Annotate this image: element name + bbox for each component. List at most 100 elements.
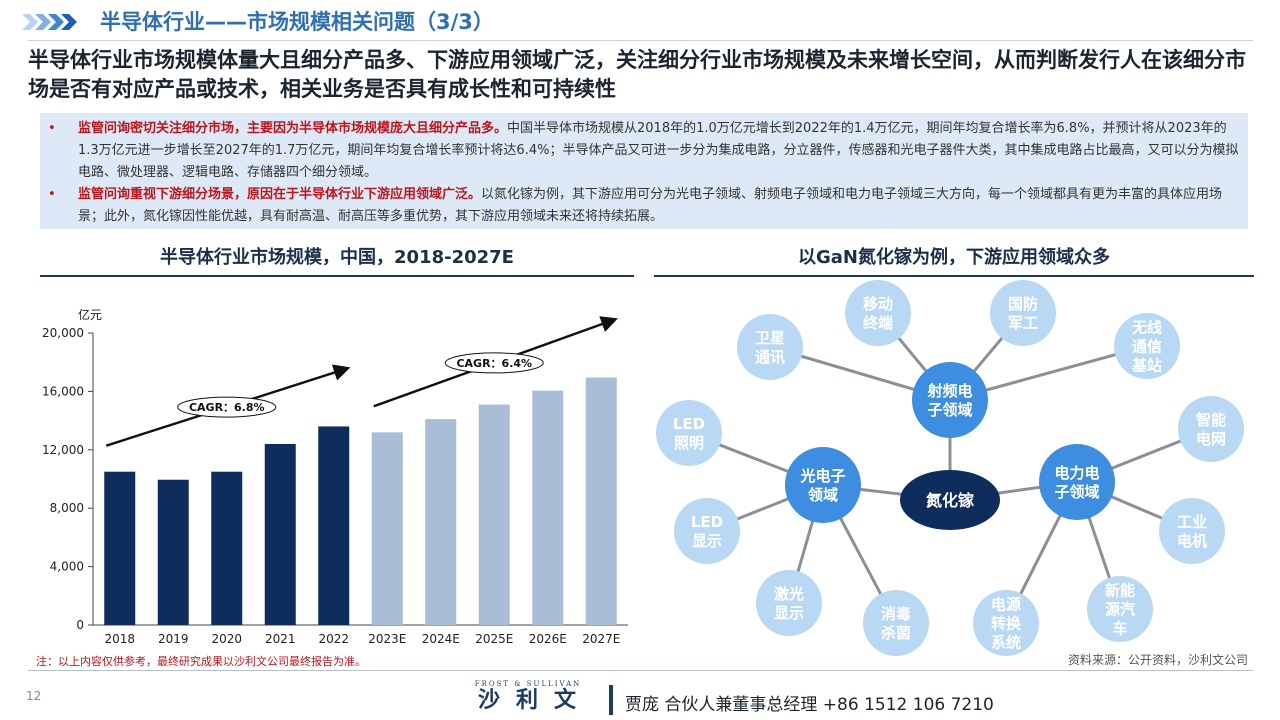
market-size-bar-chart: 亿元 0 4,000 8,000 12,000 16,000 20,000 2018 2019… xyxy=(42,307,628,646)
logo-english-text: FROST & SULLIVAN xyxy=(474,680,582,688)
application-leaf-label: 移动 xyxy=(863,295,893,313)
bar-2018 xyxy=(104,471,136,625)
bullet-marker: • xyxy=(48,121,56,136)
x-tick-label: 2020 xyxy=(211,632,242,646)
application-leaf-node xyxy=(973,590,1039,656)
application-leaf-label: 工业 xyxy=(1177,513,1207,531)
bar-2026E xyxy=(532,390,564,625)
x-tick-label: 2025E xyxy=(475,632,513,646)
y-tick-label: 0 xyxy=(76,618,84,632)
disclaimer-note: 注：以上内容仅供参考，最终研究成果以沙利文公司最终报告为准。 xyxy=(36,655,366,668)
application-leaf-node xyxy=(863,590,929,656)
bar-2027E xyxy=(585,377,617,625)
logo-chinese-text: 沙利文 xyxy=(477,688,592,713)
diagram-section-divider xyxy=(654,275,1254,277)
bar-2024E xyxy=(425,419,457,625)
domain-hub-label: 领域 xyxy=(807,486,838,504)
y-tick-label: 16,000 xyxy=(42,384,84,398)
cagr-badge xyxy=(444,352,544,374)
bar-2020 xyxy=(211,471,243,625)
bullet-text: 监管问询密切关注细分市场，主要因为半导体市场规模庞大且细分产品多。中国半导体市场… xyxy=(48,118,1244,184)
application-leaf-node xyxy=(1087,576,1153,642)
application-leaf-node xyxy=(990,280,1056,346)
application-leaf-node xyxy=(1159,498,1225,564)
application-leaf-label: 国防 xyxy=(1008,295,1038,313)
header-chevron-icon xyxy=(22,14,77,30)
application-leaf-label: 源汽 xyxy=(1105,600,1135,618)
domain-hub-label: 子领域 xyxy=(1054,483,1099,501)
domain-hub-label: 射频电 xyxy=(926,382,972,400)
x-tick-label: 2027E xyxy=(582,632,620,646)
application-leaf-label: 电机 xyxy=(1177,532,1207,550)
application-leaf-label: 系统 xyxy=(991,633,1021,651)
bullet-highlight: 监管问询密切关注细分市场，主要因为半导体市场规模庞大且细分产品多。 xyxy=(78,121,508,136)
application-leaf-label: 卫星 xyxy=(755,329,785,347)
bar-2025E xyxy=(478,404,510,625)
contact-accent-bar xyxy=(609,685,613,715)
bar-2019 xyxy=(157,479,189,625)
cagr-badge xyxy=(177,396,277,418)
application-leaf-label: 车 xyxy=(1112,619,1127,637)
domain-hub-label: 子领域 xyxy=(927,401,972,419)
application-leaf-label: LED xyxy=(673,415,705,433)
application-leaf-node xyxy=(845,280,911,346)
x-tick-label: 2026E xyxy=(529,632,567,646)
diagram-section-title: 以GaN氮化镓为例，下游应用领域众多 xyxy=(798,247,1110,268)
application-leaf-label: 转换 xyxy=(991,614,1022,632)
bullet-text: 监管问询重视下游细分场景，原因在于半导体行业下游应用领域广泛。以氮化镓为例，其下… xyxy=(48,184,1244,228)
contact-info: 贾庞 合伙人兼董事总经理 +86 1512 106 7210 xyxy=(625,695,994,715)
domain-hub-node xyxy=(1039,444,1115,520)
bullet-highlight: 监管问询重视下游细分场景，原因在于半导体行业下游应用领域广泛。 xyxy=(78,187,482,202)
application-leaf-label: 显示 xyxy=(692,532,722,550)
page-title: 半导体行业——市场规模相关问题（3/3） xyxy=(100,10,494,34)
y-tick-label: 12,000 xyxy=(42,443,84,457)
application-leaf-label: 军工 xyxy=(1008,314,1038,332)
application-leaf-label: 新能 xyxy=(1105,581,1135,599)
headline: 半导体行业市场规模体量大且细分产品多、下游应用领域广泛，关注细分行业市场规模及未… xyxy=(28,48,1246,101)
domain-hub-label: 光电子 xyxy=(799,467,845,485)
domain-hub-node xyxy=(785,447,861,523)
application-leaf-label: 电源 xyxy=(991,595,1021,613)
application-leaf-label: 通讯 xyxy=(755,348,785,366)
y-tick-label: 20,000 xyxy=(42,326,84,340)
source-citation: 资料来源：公开资料，沙利文公司 xyxy=(1067,653,1248,667)
application-leaf-label: 终端 xyxy=(863,314,893,332)
application-leaf-node xyxy=(656,400,722,466)
application-leaf-label: 显示 xyxy=(774,604,804,622)
x-tick-label: 2021 xyxy=(265,632,296,646)
domain-hub-label: 电力电 xyxy=(1054,464,1099,482)
bullet-body: 以氮化镓为例，其下游应用可分为光电子领域、射频电子领域和电力电子领域三大方向，每… xyxy=(78,187,1223,224)
bullet-body: 中国半导体市场规模从2018年的1.0万亿元增长到2022年的1.4万亿元，期间… xyxy=(78,121,1239,180)
application-leaf-label: 电网 xyxy=(1196,430,1226,448)
application-leaf-label: 消毒 xyxy=(881,605,911,623)
application-leaf-label: LED xyxy=(691,513,723,531)
gan-center-node xyxy=(900,470,1000,530)
application-leaf-label: 基站 xyxy=(1131,356,1162,374)
application-leaf-node xyxy=(737,314,803,380)
cagr-label: CAGR：6.4% xyxy=(456,357,532,370)
frost-sullivan-logo: FROST & SULLIVAN 沙利文 xyxy=(458,680,598,718)
bar-2023E xyxy=(371,432,403,625)
application-leaf-label: 杀菌 xyxy=(881,624,911,642)
y-axis-unit: 亿元 xyxy=(78,307,102,322)
cagr-label: CAGR：6.8% xyxy=(189,401,265,414)
gan-center-label: 氮化镓 xyxy=(926,491,975,510)
summary-bullet-2: • 监管问询重视下游细分场景，原因在于半导体行业下游应用领域广泛。以氮化镓为例，… xyxy=(48,184,1244,228)
application-leaf-label: 无线 xyxy=(1131,318,1162,336)
y-tick-label: 8,000 xyxy=(50,501,84,515)
chart-section-title: 半导体行业市场规模，中国，2018-2027E xyxy=(160,247,514,268)
bar-2021 xyxy=(264,443,296,625)
bullet-marker: • xyxy=(48,187,56,202)
x-tick-label: 2024E xyxy=(422,632,460,646)
summary-callout: • 监管问询密切关注细分市场，主要因为半导体市场规模庞大且细分产品多。中国半导体… xyxy=(40,113,1248,229)
application-leaf-label: 智能 xyxy=(1196,411,1226,429)
application-leaf-node xyxy=(674,498,740,564)
footer-divider xyxy=(28,670,1253,671)
domain-hub-node xyxy=(912,362,988,438)
summary-bullet-1: • 监管问询密切关注细分市场，主要因为半导体市场规模庞大且细分产品多。中国半导体… xyxy=(48,118,1244,184)
x-tick-label: 2023E xyxy=(368,632,406,646)
application-leaf-label: 激光 xyxy=(774,585,804,603)
application-leaf-label: 通信 xyxy=(1132,337,1162,355)
x-tick-label: 2018 xyxy=(104,632,135,646)
